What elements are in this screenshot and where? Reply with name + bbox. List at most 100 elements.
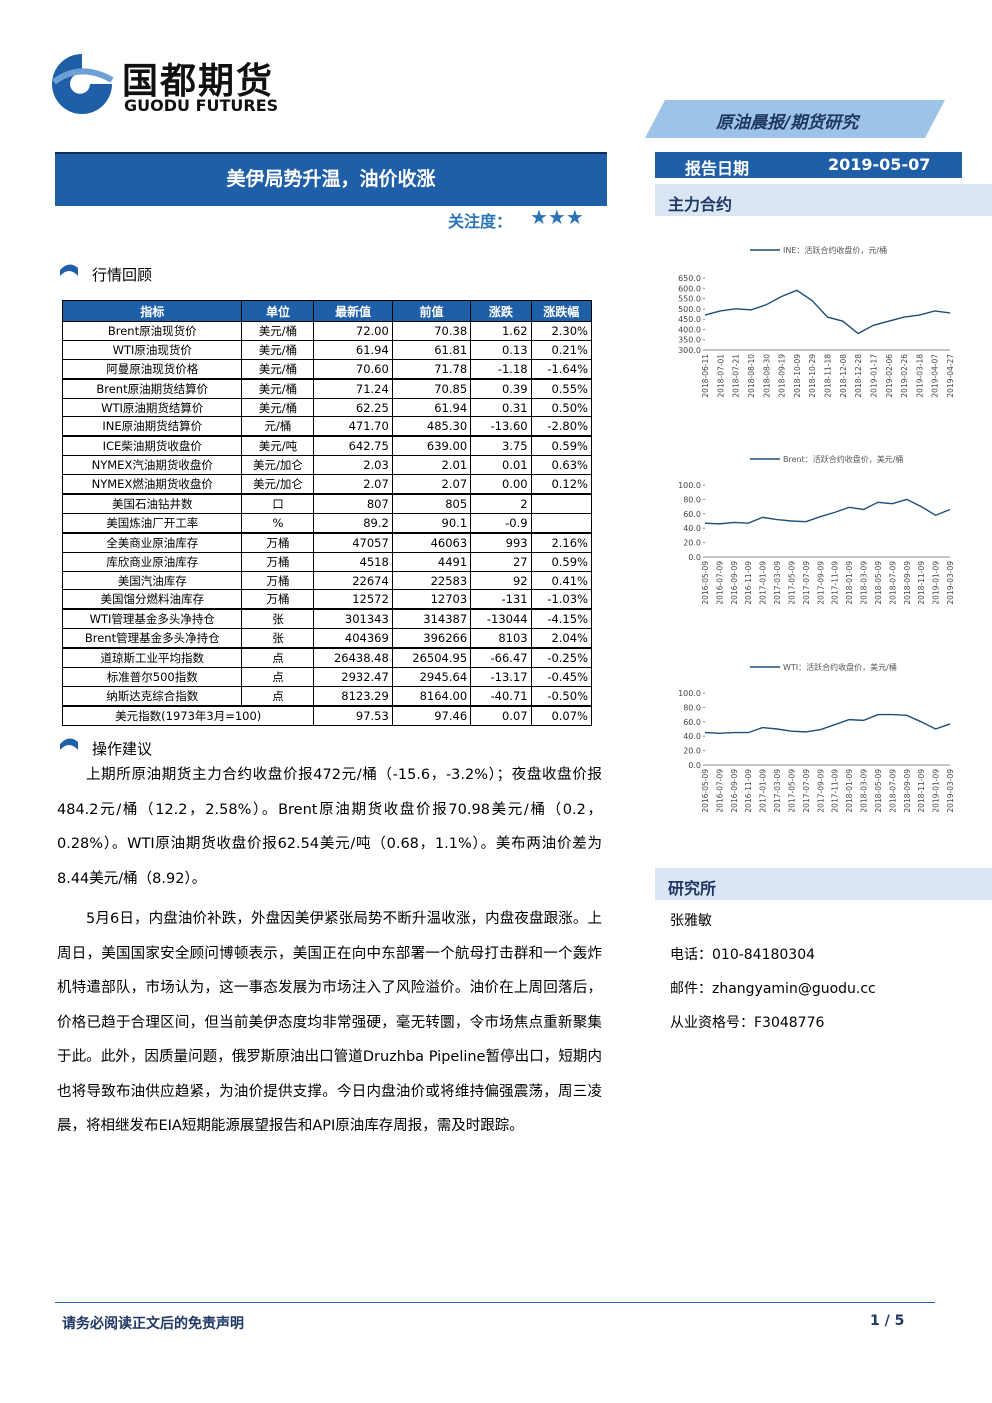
table-cell: 0.59% bbox=[530, 435, 593, 457]
x-tick-label: 2018-07-01 bbox=[716, 354, 725, 398]
section-title: 行情回顾 bbox=[92, 266, 153, 284]
table-cell: -0.25% bbox=[530, 647, 593, 669]
report-date: 2019-05-07 bbox=[828, 155, 931, 174]
x-tick-label: 2016-07-09 bbox=[715, 769, 724, 813]
x-tick-label: 2016-05-09 bbox=[701, 561, 710, 605]
table-cell: 642.75 bbox=[313, 435, 393, 457]
x-tick-label: 2017-01-09 bbox=[759, 561, 768, 605]
market-table: 指标 单位 最新值 前值 涨跌 涨跌幅 Brent原油现货价 美元/桶 72.00 70.38 1… bbox=[61, 300, 593, 726]
table-cell: -1.18 bbox=[470, 358, 532, 380]
logo-en: GUODU FUTURES bbox=[124, 96, 279, 115]
contracts-title: 主力合约 bbox=[668, 195, 733, 214]
page-number: 1 / 5 bbox=[870, 1313, 905, 1329]
table-cell: 89.2 bbox=[313, 512, 393, 534]
table-cell: 美元指数(1973年3月=100) bbox=[61, 705, 315, 726]
date-bar bbox=[655, 152, 962, 178]
table-cell: 47057 bbox=[313, 532, 393, 553]
table-cell: Brent管理基金多头净持仓 bbox=[61, 628, 243, 650]
table-cell: 2.01 bbox=[391, 455, 472, 476]
section-title: 操作建议 bbox=[92, 740, 153, 758]
table-row: ICE柴油期货收盘价 美元/吨 642.75 639.00 3.75 0.59% bbox=[61, 435, 593, 457]
legend-label: INE：活跃合约收盘价，元/桶 bbox=[783, 245, 887, 255]
x-tick-label: 2019-03-09 bbox=[946, 561, 955, 605]
table-cell bbox=[530, 512, 593, 534]
x-tick-label: 2018-11-09 bbox=[917, 561, 926, 605]
x-tick-label: 2016-05-09 bbox=[701, 769, 710, 813]
table-cell: 2.07 bbox=[391, 474, 472, 496]
table-cell: 口 bbox=[241, 493, 315, 514]
x-tick-label: 2018-07-09 bbox=[888, 769, 897, 813]
table-cell: 美元/桶 bbox=[241, 321, 315, 341]
x-tick-label: 2018-10-29 bbox=[808, 354, 817, 398]
table-cell: 2.16% bbox=[530, 532, 593, 553]
table-row: NYMEX燃油期货收盘价 美元/加仑 2.07 2.07 0.00 0.12% bbox=[61, 474, 593, 496]
table-cell: INE原油期货结算价 bbox=[61, 416, 243, 438]
body-text: 上期所原油期货主力合约收盘价报472元/桶（-15.6，-3.2%）；夜盘收盘价… bbox=[57, 758, 602, 1144]
x-tick-label: 2018-11-18 bbox=[824, 354, 833, 398]
table-cell: -13044 bbox=[470, 608, 532, 630]
x-tick-label: 2016-09-09 bbox=[730, 561, 739, 605]
table-cell: 70.60 bbox=[313, 358, 393, 380]
table-cell: 1.62 bbox=[470, 321, 532, 341]
legend-label: WTI：活跃合约收盘价，美元/桶 bbox=[783, 662, 897, 672]
table-cell: -0.50% bbox=[530, 685, 593, 707]
y-tick-label: 0.0 bbox=[688, 761, 701, 770]
x-tick-label: 2018-03-09 bbox=[860, 769, 869, 813]
attention-stars: ★★★ bbox=[530, 205, 584, 229]
x-tick-label: 2018-07-21 bbox=[732, 354, 741, 398]
x-tick-label: 2019-03-09 bbox=[946, 769, 955, 813]
table-cell: 471.70 bbox=[313, 416, 393, 438]
table-cell: 404369 bbox=[313, 628, 393, 650]
table-cell: 0.55% bbox=[530, 378, 593, 399]
table-cell: 0.41% bbox=[530, 570, 593, 591]
table-row: NYMEX汽油期货收盘价 美元/加仑 2.03 2.01 0.01 0.63% bbox=[61, 455, 593, 476]
table-cell: 805 bbox=[391, 493, 472, 514]
y-tick-label: 500.0 bbox=[678, 305, 701, 314]
paragraph: 5月6日，内盘油价补跌，外盘因美伊紧张局势不断升温收涨，内盘夜盘跟涨。上周日，美… bbox=[57, 911, 602, 1134]
analyst-name: 张雅敏 bbox=[670, 913, 712, 929]
table-cell: 0.59% bbox=[530, 551, 593, 572]
table-cell: WTI原油期货结算价 bbox=[61, 397, 243, 418]
table-cell: 8123.29 bbox=[313, 685, 393, 707]
report-title: 美伊局势升温，油价收涨 bbox=[226, 168, 436, 190]
table-cell: 2.04% bbox=[530, 628, 593, 650]
table-cell: 张 bbox=[241, 628, 315, 650]
x-tick-label: 2017-03-09 bbox=[773, 561, 782, 605]
table-cell: 61.81 bbox=[391, 339, 472, 360]
x-tick-label: 2017-03-09 bbox=[773, 769, 782, 813]
y-tick-label: 40.0 bbox=[683, 524, 701, 533]
table-cell: 万桶 bbox=[241, 570, 315, 591]
tag-shape bbox=[645, 100, 945, 138]
table-cell: 道琼斯工业平均指数 bbox=[61, 647, 243, 669]
x-tick-label: 2016-11-09 bbox=[744, 561, 753, 605]
table-cell: 26504.95 bbox=[391, 647, 472, 669]
x-tick-label: 2018-06-11 bbox=[701, 354, 710, 398]
x-tick-label: 2018-12-08 bbox=[839, 354, 848, 398]
contracts-bar bbox=[655, 184, 992, 216]
table-cell: -13.60 bbox=[470, 416, 532, 438]
table-cell: 993 bbox=[470, 532, 532, 553]
table-cell: 2 bbox=[470, 493, 532, 514]
x-tick-label: 2017-07-09 bbox=[802, 561, 811, 605]
table-cell: 2.07 bbox=[313, 474, 393, 496]
header-cell: 涨跌 bbox=[470, 300, 532, 322]
table-cell: 美元/桶 bbox=[241, 339, 315, 360]
table-cell: 61.94 bbox=[313, 339, 393, 360]
chart: WTI：活跃合约收盘价，美元/桶 0.0 20.0 40.0 60.0 80.0 100.0… bbox=[678, 662, 955, 813]
table-cell: 62.25 bbox=[313, 397, 393, 418]
x-tick-label: 2018-08-30 bbox=[762, 354, 771, 398]
table-cell: Brent原油现货价 bbox=[61, 321, 243, 341]
x-tick-label: 2019-01-09 bbox=[932, 561, 941, 605]
table-cell: ICE柴油期货收盘价 bbox=[61, 435, 243, 457]
analyst-phone: 电话：010-84180304 bbox=[670, 947, 816, 963]
table-cell: 点 bbox=[241, 647, 315, 669]
series-line bbox=[704, 713, 951, 735]
x-tick-label: 2019-02-06 bbox=[885, 354, 894, 398]
table-row: WTI原油期货结算价 美元/桶 62.25 61.94 0.31 0.50% bbox=[61, 397, 593, 418]
category-tag: 原油晨报/期货研究 bbox=[716, 113, 859, 133]
table-cell: 万桶 bbox=[241, 532, 315, 553]
table-row: 道琼斯工业平均指数点 26438.48 26504.95 -66.47 -0.25% bbox=[61, 647, 593, 669]
header-cell: 单位 bbox=[241, 300, 315, 322]
table-cell: 美元/加仑 bbox=[241, 455, 315, 476]
